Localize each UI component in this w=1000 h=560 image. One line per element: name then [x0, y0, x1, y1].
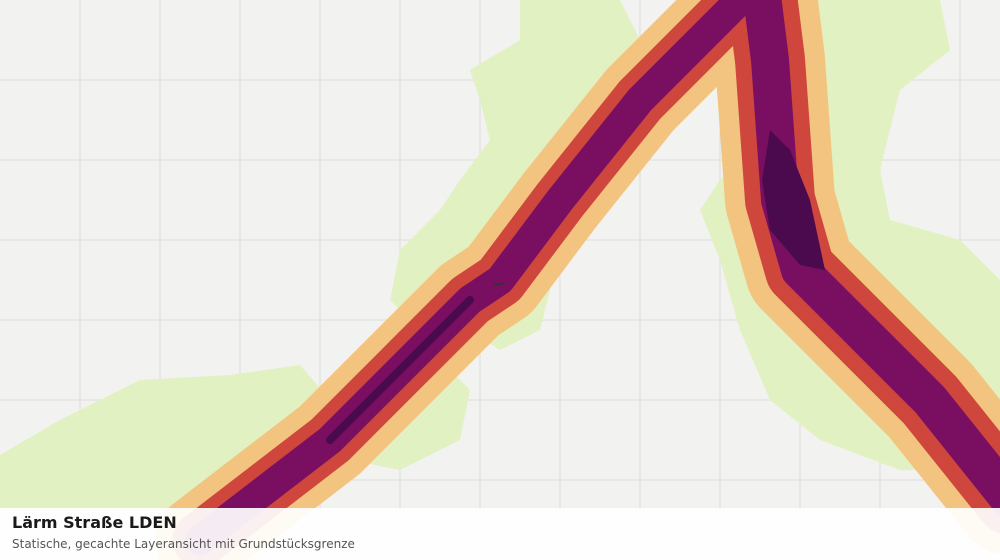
- panel-subtitle: Statische, gecachte Layeransicht mit Gru…: [12, 537, 355, 551]
- info-panel: [0, 508, 1000, 560]
- panel-title: Lärm Straße LDEN: [12, 513, 177, 532]
- marker: [493, 282, 505, 286]
- noise-extreme: [762, 130, 825, 270]
- noise-extreme: [326, 296, 474, 444]
